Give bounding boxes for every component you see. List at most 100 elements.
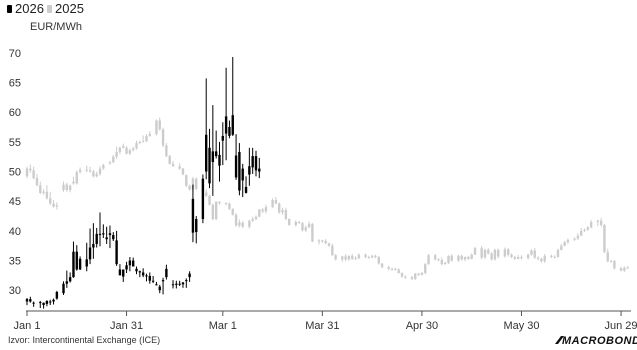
candle [566, 238, 570, 244]
y-tick-label: 45 [9, 196, 21, 208]
candle [251, 147, 254, 174]
candle [483, 248, 487, 259]
candle [208, 194, 211, 206]
candle-body [72, 181, 75, 184]
candle [536, 256, 540, 261]
candle-body [125, 265, 128, 270]
candle [138, 270, 142, 278]
candle [573, 237, 576, 241]
candle [135, 266, 138, 275]
candle-body [49, 301, 52, 303]
candle [181, 281, 185, 288]
candle-body [347, 255, 351, 260]
candle-body [68, 185, 72, 190]
candle-body [553, 257, 556, 258]
candle-body [254, 216, 258, 220]
candle-body [112, 235, 115, 240]
candle [72, 241, 75, 278]
candle-body [72, 251, 75, 278]
candle [195, 177, 198, 190]
candle [463, 256, 467, 262]
candle [317, 239, 321, 245]
candle [497, 248, 500, 259]
candle [440, 257, 444, 266]
candle [211, 203, 215, 221]
candle [85, 165, 88, 173]
candle-body [191, 178, 195, 190]
candle-body [128, 150, 132, 154]
candle [307, 221, 311, 228]
candle-body [307, 223, 311, 228]
candle-body [115, 151, 118, 157]
candle-body [78, 169, 82, 173]
candle [234, 213, 238, 227]
candle-body [533, 250, 536, 258]
candle-body [271, 200, 274, 208]
candle-body [573, 238, 576, 240]
candle-body [138, 141, 142, 144]
candle [95, 171, 98, 178]
candle-body [181, 282, 185, 285]
candle-body [248, 166, 251, 175]
candle-body [507, 249, 510, 255]
candle-body [62, 283, 65, 294]
candle [437, 258, 440, 262]
y-tick-label: 50 [9, 167, 21, 179]
candle [88, 166, 92, 173]
candle-body [457, 255, 460, 261]
candle-body [400, 273, 404, 277]
candle [85, 242, 88, 272]
candle [62, 281, 65, 295]
candle [29, 296, 32, 303]
candle [145, 273, 148, 282]
candle [52, 200, 55, 208]
candle-body [238, 151, 241, 191]
candle [480, 245, 483, 260]
candle [576, 233, 580, 240]
candle-body [208, 195, 211, 205]
candle [135, 140, 138, 150]
candle-body [341, 256, 344, 260]
candle [218, 141, 221, 182]
candle-body [231, 208, 234, 215]
candle [195, 216, 198, 244]
candle-body [414, 273, 417, 279]
candle-body [589, 221, 593, 228]
candle-body [586, 227, 590, 230]
candle [414, 273, 417, 281]
x-axis: Jan 1 Jan 31 Mar 1 Mar 31 Apr 30 May 30 Jun 29 [14, 310, 637, 332]
candle-body [115, 240, 118, 265]
candle-body [102, 233, 105, 235]
candle [122, 143, 125, 149]
candle [278, 202, 281, 214]
y-tick-label: 30 [9, 285, 21, 297]
candle-body [135, 143, 138, 149]
candle [609, 259, 613, 263]
candle-body [354, 258, 357, 260]
candle [175, 280, 178, 289]
candle [208, 128, 211, 189]
candle [520, 255, 523, 260]
candle [214, 130, 218, 159]
legend-label-2025: 2025 [55, 1, 84, 16]
candle [92, 169, 95, 178]
candle-body [503, 249, 507, 257]
candle [108, 160, 112, 166]
candle [158, 117, 161, 131]
x-tick-label: May 30 [503, 320, 539, 332]
candle [447, 255, 450, 265]
candle-body [497, 249, 500, 257]
candle-body [178, 283, 181, 285]
candle-body [623, 267, 626, 271]
candle-body [228, 203, 231, 209]
candle-body [317, 240, 321, 242]
candle [331, 243, 334, 256]
candle [35, 173, 39, 187]
y-tick-label: 40 [9, 226, 21, 238]
candle-body [370, 255, 374, 258]
candle [141, 268, 145, 278]
candle [25, 166, 29, 179]
candle-body [241, 168, 244, 181]
candle [188, 184, 191, 191]
